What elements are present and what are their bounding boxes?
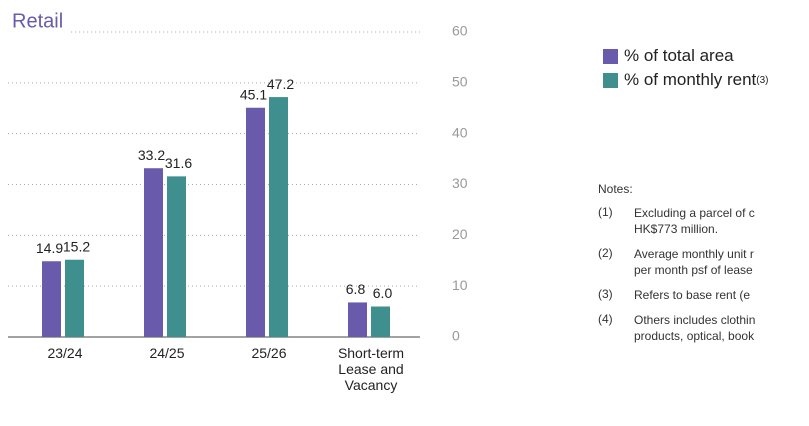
note-marker: (3) xyxy=(598,287,613,301)
legend: % of total area % of monthly rent (3) xyxy=(603,44,769,92)
note-body: Others includes clothin products, optical… xyxy=(634,312,755,344)
x-tick-area: 24/25 xyxy=(149,345,185,361)
legend-swatch xyxy=(603,48,618,64)
note-body: Refers to base rent (e xyxy=(634,287,750,303)
legend-swatch xyxy=(603,72,618,88)
y-tick-label: 0 xyxy=(452,328,460,344)
data-label: 6.0 xyxy=(373,285,393,301)
data-label: 6.8 xyxy=(346,281,366,297)
legend-item: % of monthly rent (3) xyxy=(603,68,769,92)
legend-note-ref: (3) xyxy=(756,74,769,86)
note-body: Excluding a parcel of c HK$773 million. xyxy=(634,205,755,237)
x-tick-area: 23/24 xyxy=(47,345,83,361)
notes: Notes: (1) Excluding a parcel of c HK$773 … xyxy=(598,182,809,344)
note-line: Refers to base rent (e xyxy=(634,288,751,302)
y-tick-label: 10 xyxy=(452,277,468,293)
note: (1) Excluding a parcel of c HK$773 million… xyxy=(598,205,809,237)
bar xyxy=(348,302,367,337)
data-label: 15.2 xyxy=(63,238,90,254)
note-line: per month psf of lease xyxy=(634,263,753,277)
data-label: 31.6 xyxy=(165,155,192,171)
bar xyxy=(371,306,390,337)
bar xyxy=(167,176,186,337)
note-line: Excluding a parcel of c xyxy=(634,206,755,220)
data-label: 14.9 xyxy=(36,240,63,256)
y-tick-label: 40 xyxy=(452,124,468,140)
x-tick-label: 23/24 xyxy=(47,345,83,361)
data-label: 33.2 xyxy=(138,147,165,163)
x-tick-label: Short-term Lease and Vacancy xyxy=(337,345,405,393)
note-line: products, optical, book xyxy=(634,329,755,343)
note-line: HK$773 million. xyxy=(634,222,719,236)
y-tick-label: 50 xyxy=(452,74,468,90)
x-tick-area: Short-term Lease and Vacancy xyxy=(337,345,405,393)
note-marker: (1) xyxy=(598,205,613,219)
x-tick-label: 25/26 xyxy=(251,345,287,361)
legend-label: % of total area xyxy=(624,46,734,65)
y-tick-label: 20 xyxy=(452,226,468,242)
note: (3) Refers to base rent (e xyxy=(598,287,809,303)
y-tick-label: 60 xyxy=(452,23,468,39)
notes-title: Notes: xyxy=(598,182,633,196)
note-marker: (2) xyxy=(598,246,613,260)
legend-label: % of monthly rent xyxy=(624,70,757,89)
note-line: Average monthly unit r xyxy=(634,247,754,261)
bar xyxy=(42,261,61,337)
x-tick-label: 24/25 xyxy=(149,345,185,361)
bar xyxy=(246,107,265,337)
note: (2) Average monthly unit r per month psf o… xyxy=(598,246,809,278)
x-tick-area: 25/26 xyxy=(251,345,287,361)
note-body: Average monthly unit r per month psf of l… xyxy=(634,246,754,278)
data-label: 47.2 xyxy=(267,76,294,92)
chart-title: Retail xyxy=(12,10,63,32)
note-marker: (4) xyxy=(598,312,613,326)
legend-item: % of total area xyxy=(603,44,769,68)
data-label: 45.1 xyxy=(240,86,267,102)
note: (4) Others includes clothin products, opti… xyxy=(598,312,809,344)
bar xyxy=(65,259,84,337)
note-line: Others includes clothin xyxy=(634,313,756,327)
y-tick-label: 30 xyxy=(452,175,468,191)
bar xyxy=(144,168,163,337)
bar xyxy=(269,97,288,337)
